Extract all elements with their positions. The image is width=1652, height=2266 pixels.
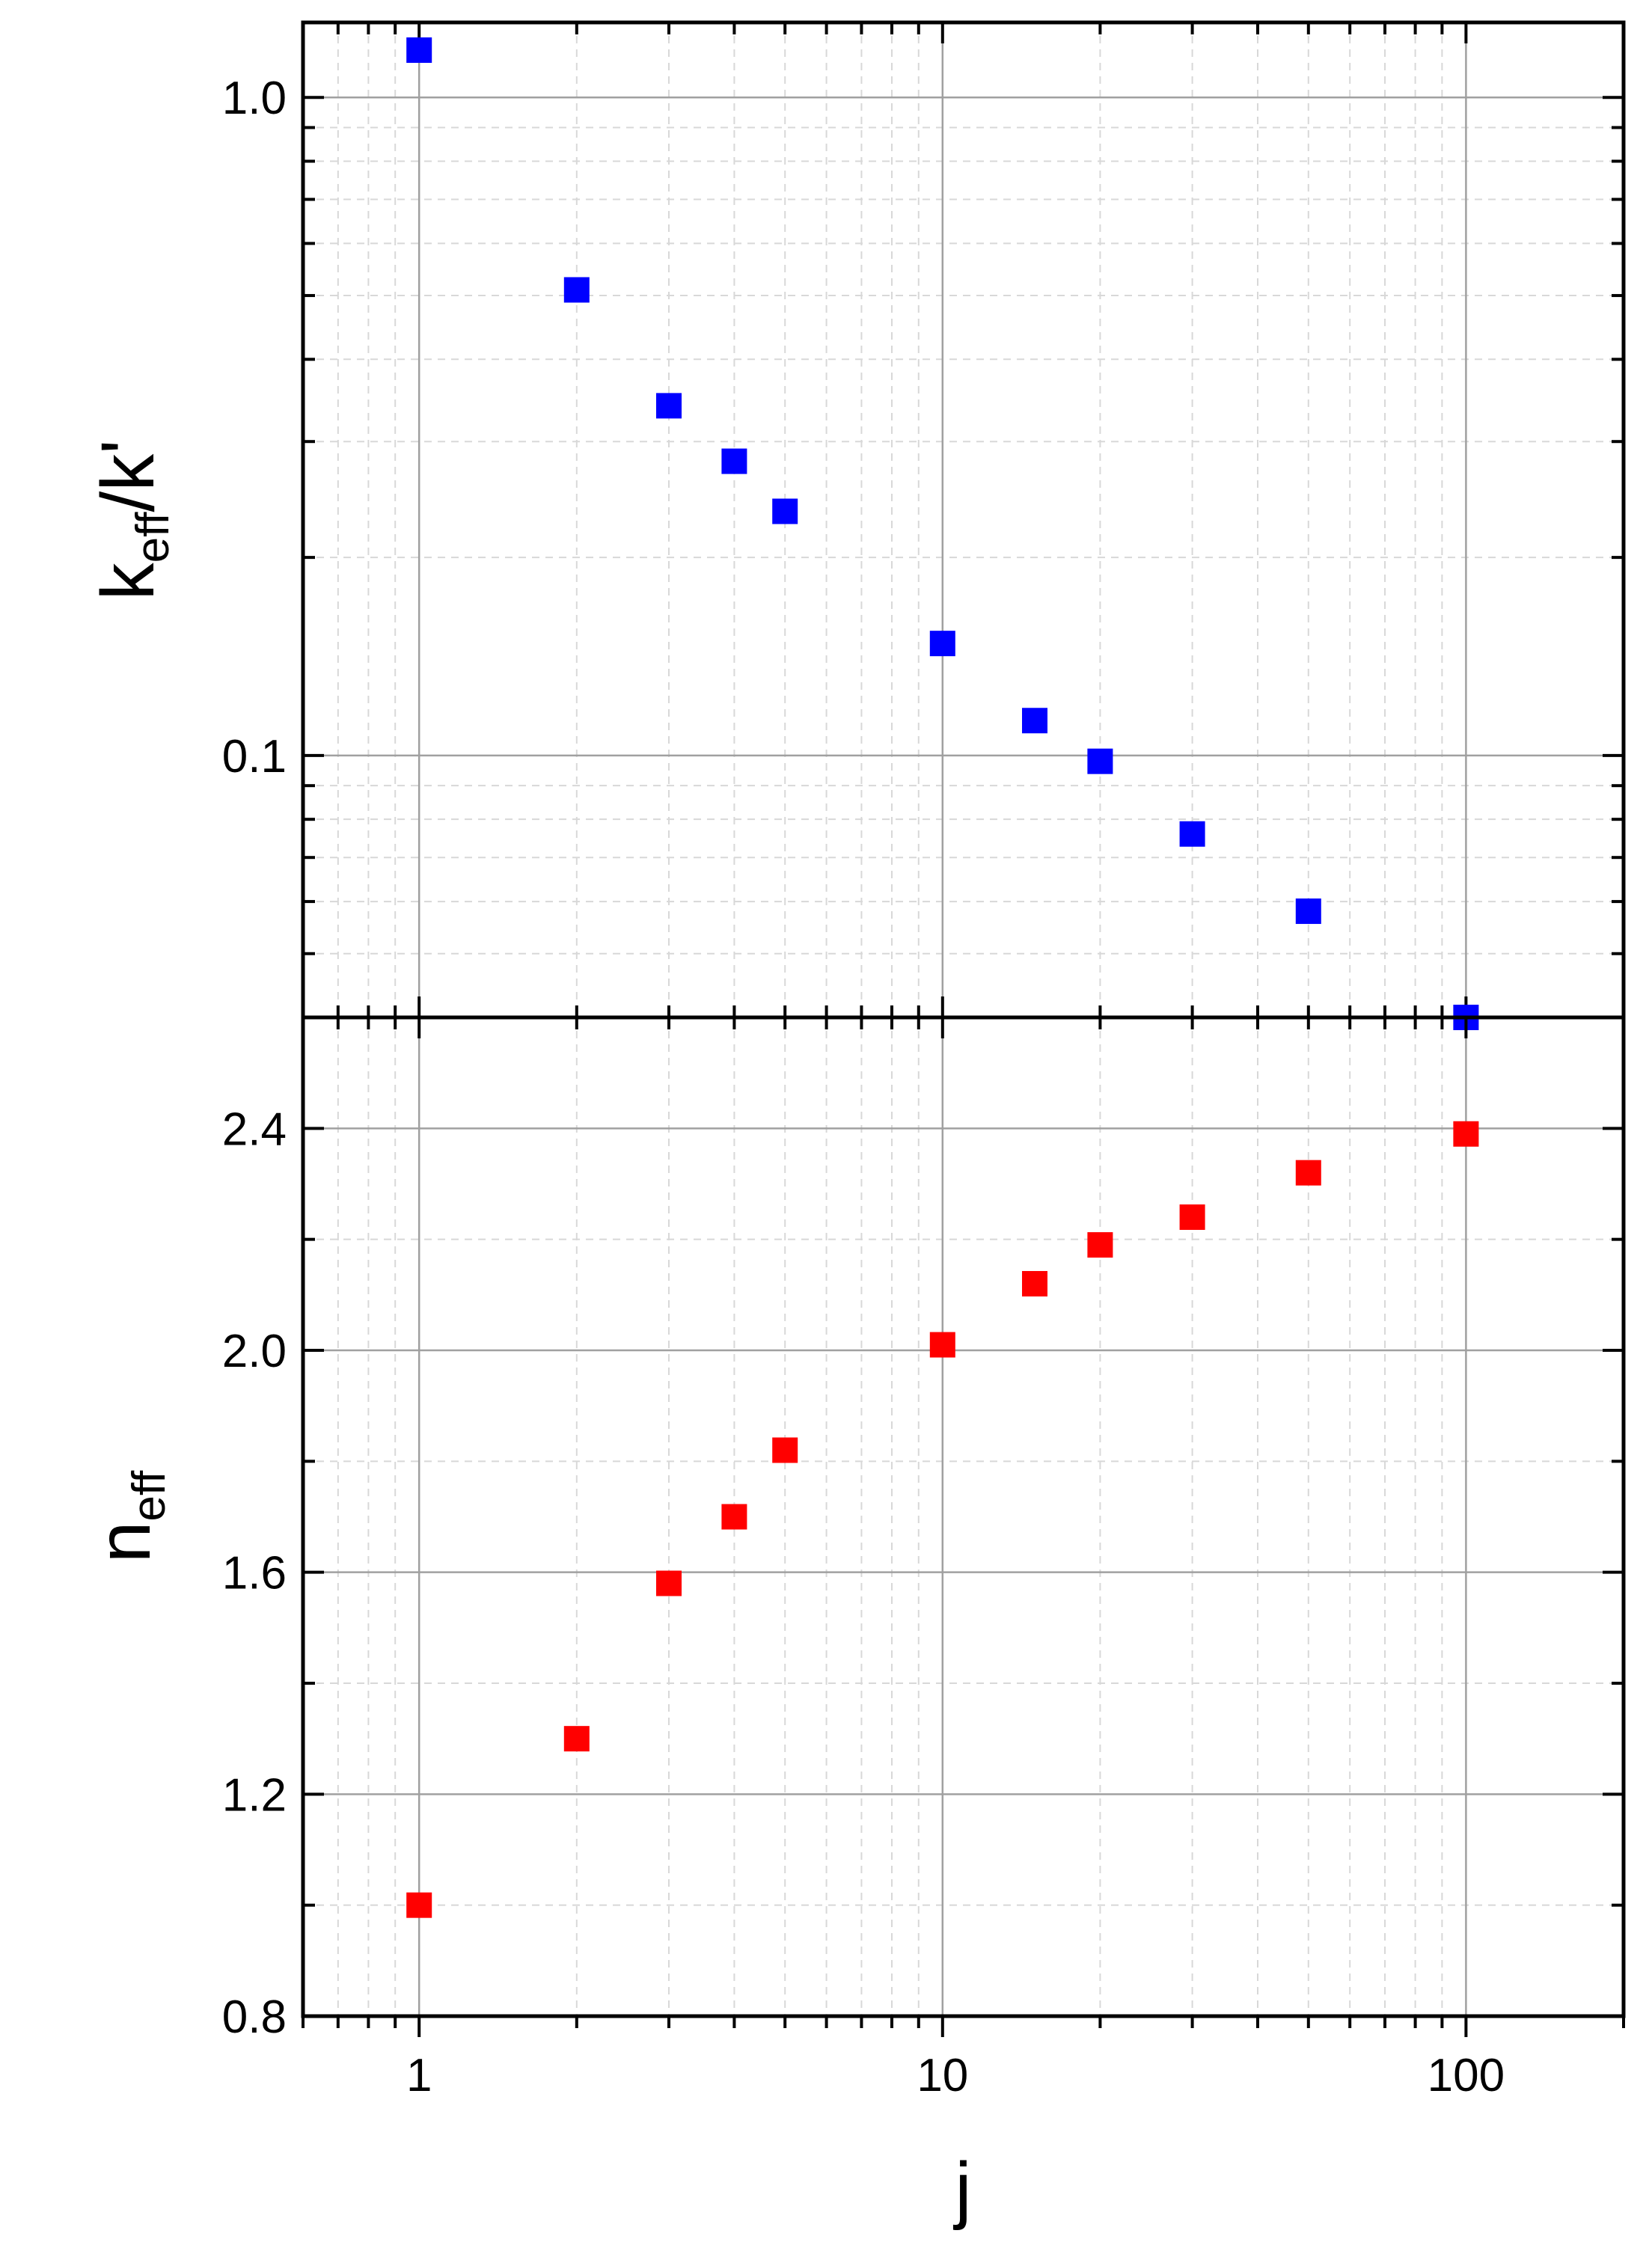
top-data-point [563,277,590,303]
bottom-data-point [1295,1160,1321,1186]
bottom-y-tick-label: 1.2 [222,1769,287,1821]
x-tick-label: 100 [1428,2050,1505,2101]
bottom-y-tick-label: 0.8 [222,1991,287,2043]
top-minor-grid [302,22,1624,1018]
top-data-point [1087,748,1113,774]
top-y-tick-label: 1.0 [222,73,287,124]
bottom-major-grid [303,1017,1624,2018]
bottom-points [406,1121,1479,1918]
top-major-grid [303,22,1624,1017]
bottom-ticks [302,1016,1625,2037]
bottom-data-point [772,1437,798,1463]
bottom-minor-grid [302,1017,1624,2016]
top-y-axis-label: keff/k' [86,440,179,601]
top-points [406,37,1479,1030]
bottom-y-tick-label: 1.6 [222,1548,287,1599]
top-data-point [721,448,747,474]
bottom-data-point [721,1504,747,1530]
bottom-data-point [929,1332,955,1358]
bottom-y-tick-label: 2.0 [222,1326,287,1377]
bottom-xtick-labels: 1 10 100 [406,2050,1505,2101]
bottom-y-axis-label-main: n [82,1522,166,1564]
top-y-axis-label-main: k [86,562,170,600]
bottom-y-tick-label: 2.4 [222,1103,287,1155]
top-data-point [1179,821,1205,847]
top-data-point [1021,708,1047,734]
top-panel: 0.1 1.0 keff/k' [86,20,1626,1030]
top-data-point [406,37,432,64]
top-data-point [929,631,955,657]
x-axis-label: j [952,2147,971,2231]
bottom-ytick-labels: 0.8 1.2 1.6 2.0 2.4 [222,1103,287,2043]
bottom-data-point [563,1726,590,1752]
bottom-plot-frame [301,1015,1626,2018]
bottom-y-axis-label: neff [82,1470,175,1563]
x-tick-label: 1 [406,2050,432,2101]
bottom-data-point [655,1570,682,1596]
top-data-point [1295,898,1321,925]
top-y-axis-label-sub: eff [127,512,179,563]
bottom-panel: 0.8 1.2 1.6 2.0 2.4 1 10 100 neff j [82,1015,1626,2231]
top-data-point [655,393,682,419]
bottom-data-point [1453,1121,1479,1147]
bottom-data-point [406,1892,432,1918]
bottom-data-point [1179,1204,1205,1230]
top-ytick-labels: 0.1 1.0 [222,73,287,783]
top-ticks [302,22,1625,1019]
top-plot-frame [301,20,1626,1020]
bottom-data-point [1021,1271,1047,1296]
top-y-tick-label: 0.1 [222,731,287,783]
bottom-y-axis-label-sub: eff [123,1470,175,1522]
top-y-axis-label-tail: /k' [86,440,170,512]
x-tick-label: 10 [917,2050,968,2101]
bottom-data-point [1087,1232,1113,1258]
top-data-point [772,498,798,524]
